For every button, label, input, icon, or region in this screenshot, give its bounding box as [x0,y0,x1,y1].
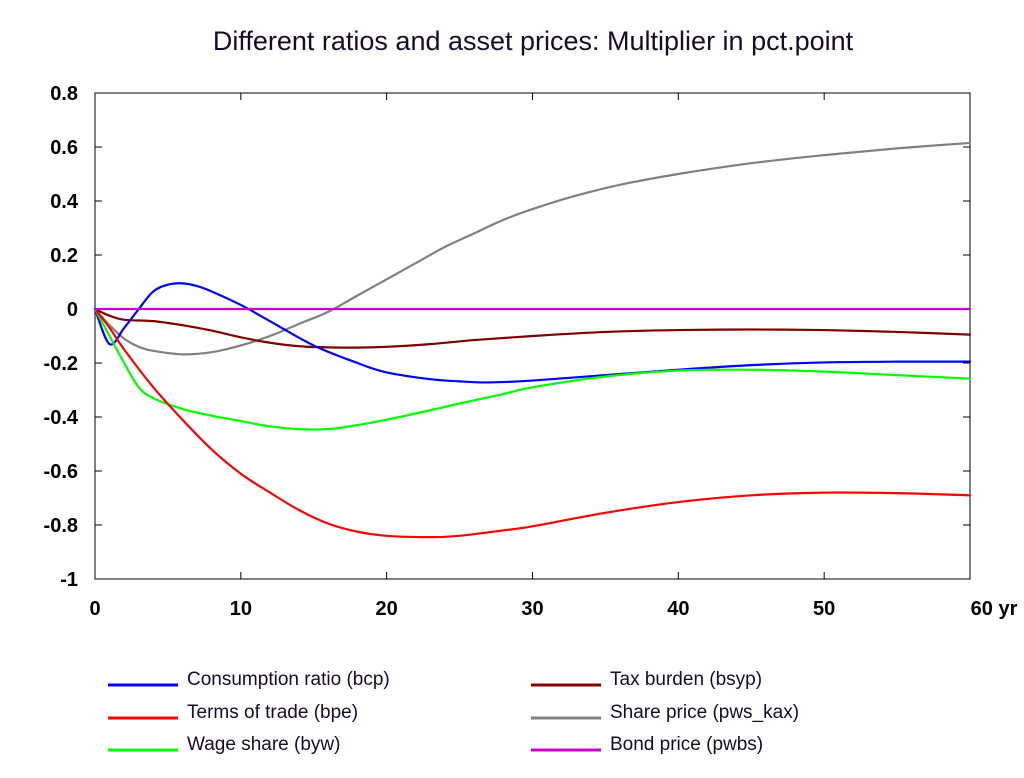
x-tick-label: 30 [521,598,543,620]
y-tick-label: -1 [60,569,78,591]
x-tick-label: 10 [230,598,252,620]
y-tick-label: 0.4 [50,191,79,213]
series-line-3 [93,307,972,349]
legend-label-1: Terms of trade (bpe) [187,702,358,723]
series-layer [93,141,972,539]
x-tick-label: 60 yr [971,598,1018,620]
series-line-4 [93,141,972,356]
y-tick-label: 0.2 [50,245,78,267]
y-tick-label: -0.6 [44,461,78,483]
y-tick-label: 0 [67,299,78,321]
x-tick-label: 40 [667,598,689,620]
series-line-2 [93,307,972,431]
series-line-1 [93,307,972,539]
y-tick-label: -0.8 [44,515,78,537]
y-tick-label: -0.2 [44,353,78,375]
legend-label-0: Consumption ratio (bcp) [187,669,390,690]
legend-label-5: Bond price (pwbs) [610,734,763,755]
y-tick-label: 0.8 [50,83,78,105]
legend-label-3: Tax burden (bsyp) [610,669,762,690]
y-tick-label: 0.6 [50,137,78,159]
legend-label-4: Share price (pws_kax) [610,702,799,723]
x-tick-label: 20 [376,598,398,620]
chart-title: Different ratios and asset prices: Multi… [213,26,854,56]
y-tick-label: -0.4 [44,407,79,429]
legend-label-2: Wage share (byw) [187,734,340,755]
legend: Consumption ratio (bcp) Terms of trade (b… [108,669,799,755]
series-line-0 [93,282,972,384]
x-tick-label: 50 [813,598,835,620]
x-tick-label: 0 [89,598,100,620]
axes: -1 -0.8 -0.6 -0.4 -0.2 0 0.2 0.4 0.6 0.8 0 10 20 30 40… [44,83,1018,620]
